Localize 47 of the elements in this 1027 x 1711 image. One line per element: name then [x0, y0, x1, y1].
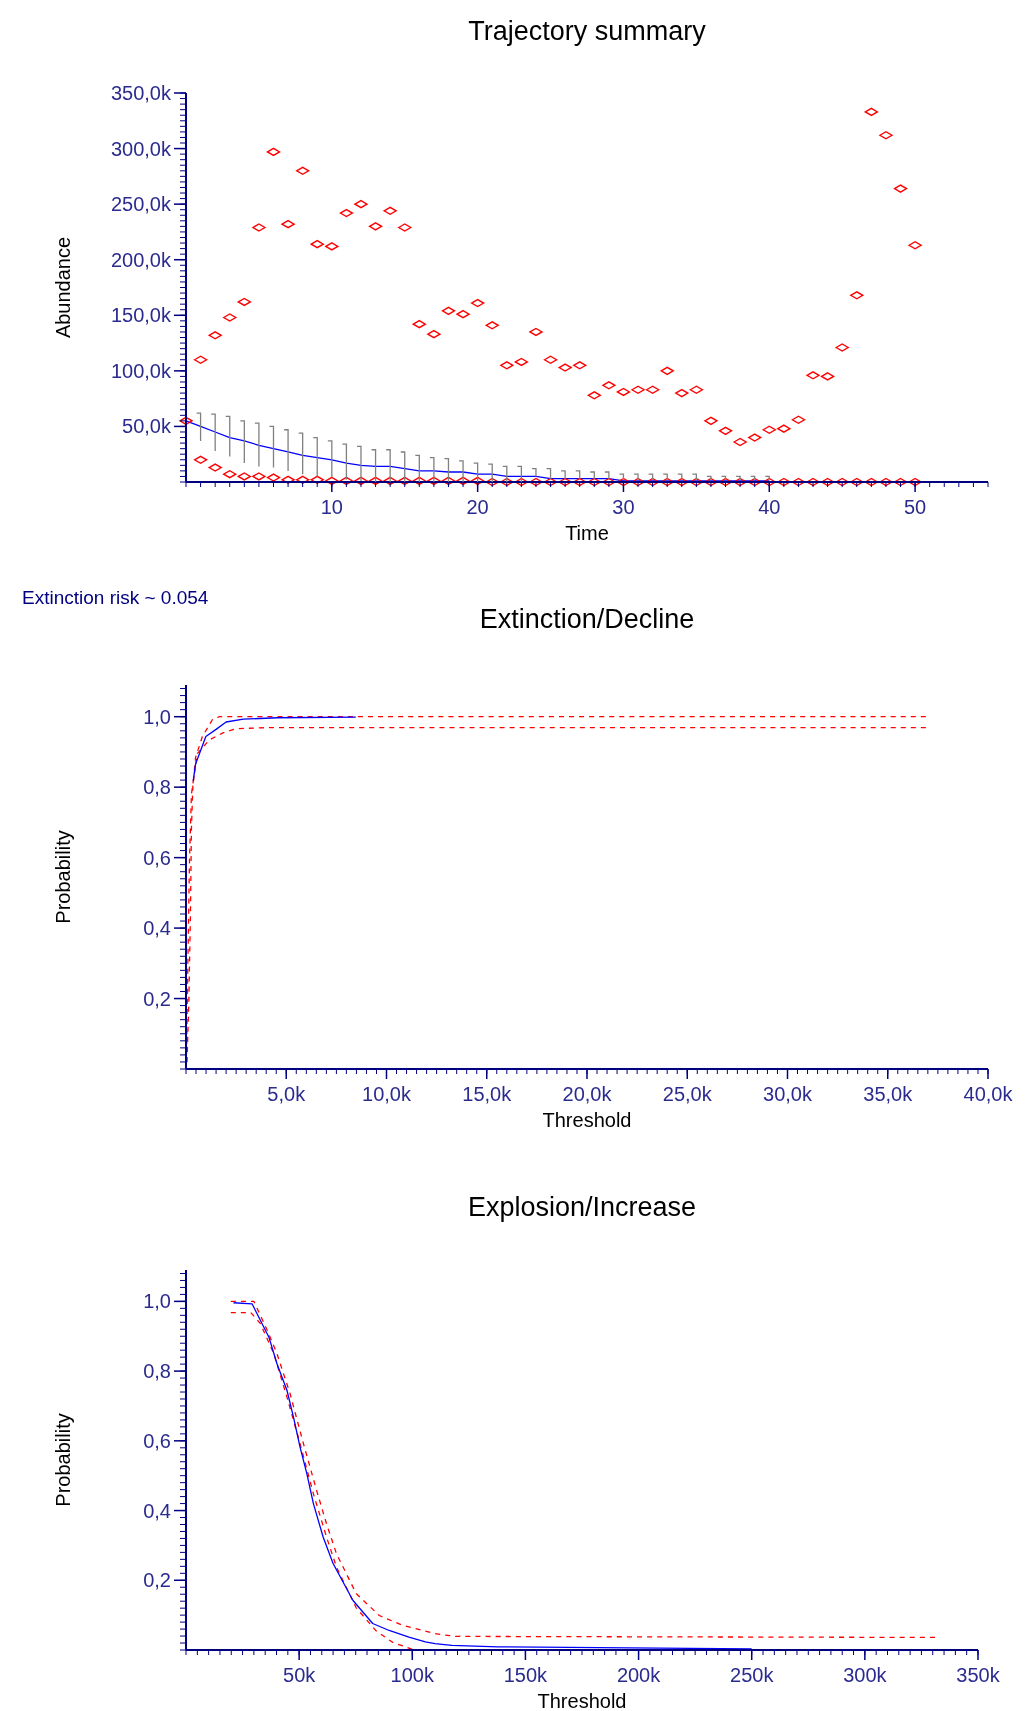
x-tick-label: 50k: [283, 1664, 317, 1686]
y-tick-label: 100,0k: [110, 359, 172, 382]
y-tick-label: 1,0: [143, 1290, 171, 1313]
x-tick-label: 350k: [956, 1664, 1001, 1686]
x-tick-label: 200k: [616, 1664, 662, 1686]
y-axis-title: Probability: [52, 1413, 74, 1507]
y-tick-label: 0,6: [143, 846, 171, 869]
x-tick-label: 15,0k: [462, 1083, 513, 1105]
y-tick-label: 200,0k: [110, 248, 172, 271]
y-tick-label: 250,0k: [110, 193, 172, 216]
y-axis-title: Abundance: [52, 236, 74, 339]
y-tick-label: 0,6: [143, 1429, 171, 1452]
x-tick-label: 10: [320, 496, 343, 518]
chart-title: Extinction/Decline: [479, 604, 695, 634]
x-tick-label: 20: [466, 496, 489, 518]
x-tick-label: 250k: [730, 1664, 775, 1686]
chart-title: Trajectory summary: [468, 16, 707, 46]
y-tick-label: 1,0: [143, 705, 171, 728]
text: Extinction risk ~ 0.054: [22, 587, 209, 608]
x-axis-title: Time: [565, 522, 609, 544]
x-tick-label: 40,0k: [963, 1083, 1014, 1105]
x-tick-label: 20,0k: [562, 1083, 613, 1105]
x-tick-label: 300k: [843, 1664, 888, 1686]
x-axis-title: Threshold: [542, 1109, 632, 1131]
x-tick-label: 30: [612, 496, 635, 518]
y-tick-label: 350,0k: [110, 82, 172, 104]
y-tick-label: 0,8: [143, 776, 171, 799]
chart-title: Explosion/Increase: [467, 1192, 697, 1222]
y-tick-label: 0,4: [143, 917, 171, 940]
x-tick-label: 35,0k: [863, 1083, 914, 1105]
y-tick-label: 150,0k: [110, 304, 172, 327]
x-axis-title: Threshold: [537, 1690, 627, 1711]
x-tick-label: 40: [758, 496, 781, 518]
x-tick-label: 150k: [503, 1664, 549, 1686]
y-tick-label: 0,8: [143, 1360, 171, 1383]
x-tick-label: 50: [903, 496, 927, 518]
x-tick-label: 100k: [390, 1664, 435, 1686]
x-tick-label: 10,0k: [362, 1083, 412, 1105]
y-tick-label: 0,4: [143, 1499, 171, 1522]
y-tick-label: 300,0k: [110, 137, 172, 160]
y-tick-label: 0,2: [143, 987, 171, 1010]
x-tick-label: 5,0k: [267, 1083, 307, 1105]
y-tick-label: 0,2: [143, 1569, 171, 1592]
y-tick-label: 50,0k: [122, 415, 172, 438]
x-tick-label: 25,0k: [662, 1083, 713, 1105]
y-axis-title: Probability: [52, 830, 74, 924]
x-tick-label: 30,0k: [763, 1083, 813, 1105]
